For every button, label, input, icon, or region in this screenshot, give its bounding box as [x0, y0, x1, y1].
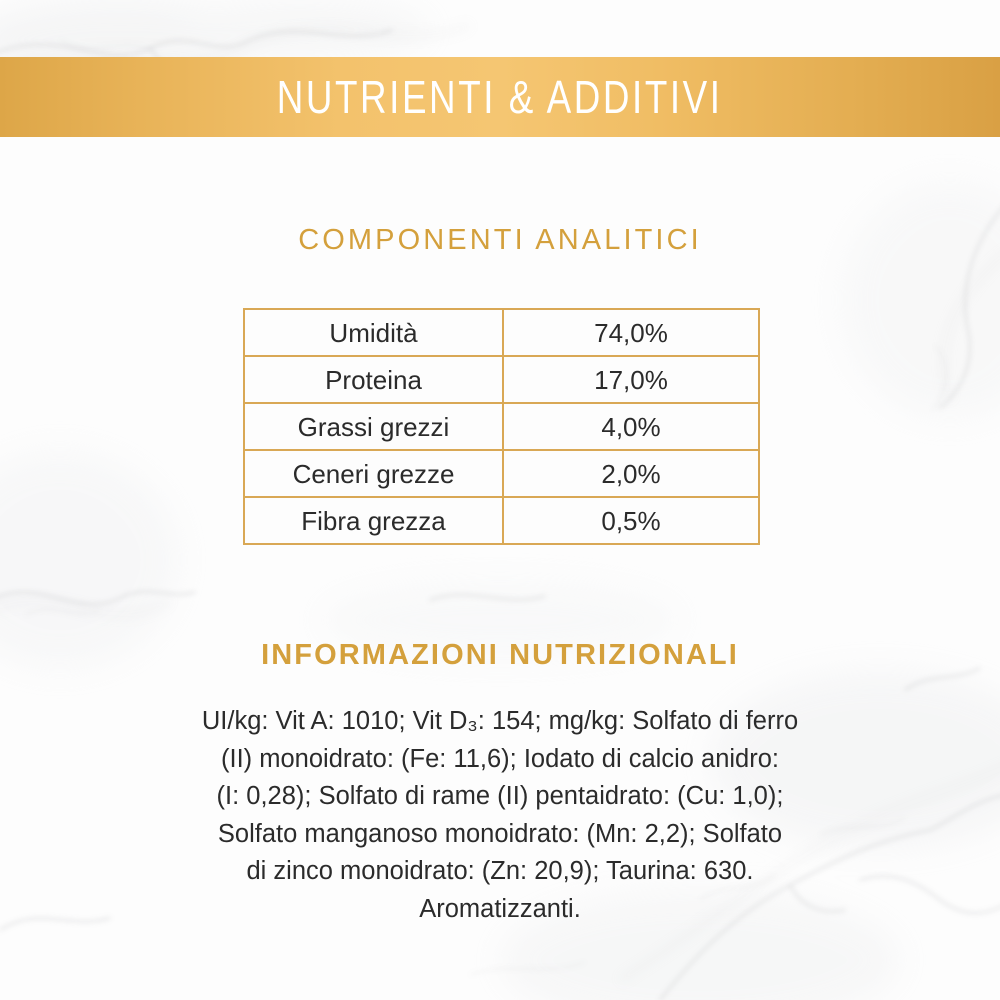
nutrition-line-text: di zinco monoidrato: (Zn: 20,9); Taurina… — [246, 857, 754, 885]
nutritional-information-text: UI/kg: Vit A: 1010; Vit D₃: 154; mg/kg: … — [100, 703, 900, 928]
table-cell-component-name: Proteina — [243, 355, 504, 404]
table-body: Umidità 74,0% Proteina 17,0% Grassi grez… — [243, 308, 760, 545]
nutrition-line: (II) monoidrato: (Fe: 11,6); Iodato di c… — [100, 741, 900, 779]
nutrition-line: Solfato manganoso monoidrato: (Mn: 2,2);… — [100, 816, 900, 854]
table-row: Grassi grezzi 4,0% — [243, 402, 760, 451]
analytical-components-table: Umidità 74,0% Proteina 17,0% Grassi grez… — [243, 308, 760, 545]
table-cell-component-name: Grassi grezzi — [243, 402, 504, 451]
section-heading-analytical-components: COMPONENTI ANALITICI — [298, 224, 702, 256]
table-cell-component-value: 17,0% — [502, 355, 760, 404]
nutrition-line: di zinco monoidrato: (Zn: 20,9); Taurina… — [100, 853, 900, 891]
nutrition-line-text: (II) monoidrato: (Fe: 11,6); Iodato di c… — [221, 744, 779, 773]
table-row: Ceneri grezze 2,0% — [243, 449, 760, 498]
banner-title: NUTRIENTI & ADDITIVI — [277, 71, 723, 123]
nutrition-line: UI/kg: Vit A: 1010; Vit D₃: 154; mg/kg: … — [100, 703, 900, 741]
table-row: Fibra grezza 0,5% — [243, 496, 760, 545]
table-row: Proteina 17,0% — [243, 355, 760, 404]
table-row: Umidità 74,0% — [243, 308, 760, 357]
nutrition-line-text: Solfato manganoso monoidrato: (Mn: 2,2);… — [217, 819, 783, 848]
section-heading-nutritional-information: INFORMAZIONI NUTRIZIONALI — [261, 639, 739, 671]
table-cell-component-name: Ceneri grezze — [243, 449, 504, 498]
table-cell-component-name: Umidità — [243, 308, 504, 357]
header-banner: NUTRIENTI & ADDITIVI — [0, 57, 1000, 137]
nutrition-line-text: (I: 0,28); Solfato di rame (II) pentaidr… — [216, 782, 784, 810]
nutrition-line-text: UI/kg: Vit A: 1010; Vit D₃: 154; mg/kg: … — [201, 707, 799, 735]
table-cell-component-value: 4,0% — [502, 402, 760, 451]
table-cell-component-name: Fibra grezza — [243, 496, 504, 545]
table-cell-component-value: 74,0% — [502, 308, 760, 357]
table-cell-component-value: 2,0% — [502, 449, 760, 498]
nutrition-line: Aromatizzanti. — [100, 891, 900, 929]
nutrition-line: (I: 0,28); Solfato di rame (II) pentaidr… — [100, 778, 900, 816]
analytical-components-table-wrapper: Umidità 74,0% Proteina 17,0% Grassi grez… — [243, 308, 760, 545]
table-cell-component-value: 0,5% — [502, 496, 760, 545]
nutrition-line-text: Aromatizzanti. — [419, 894, 581, 923]
